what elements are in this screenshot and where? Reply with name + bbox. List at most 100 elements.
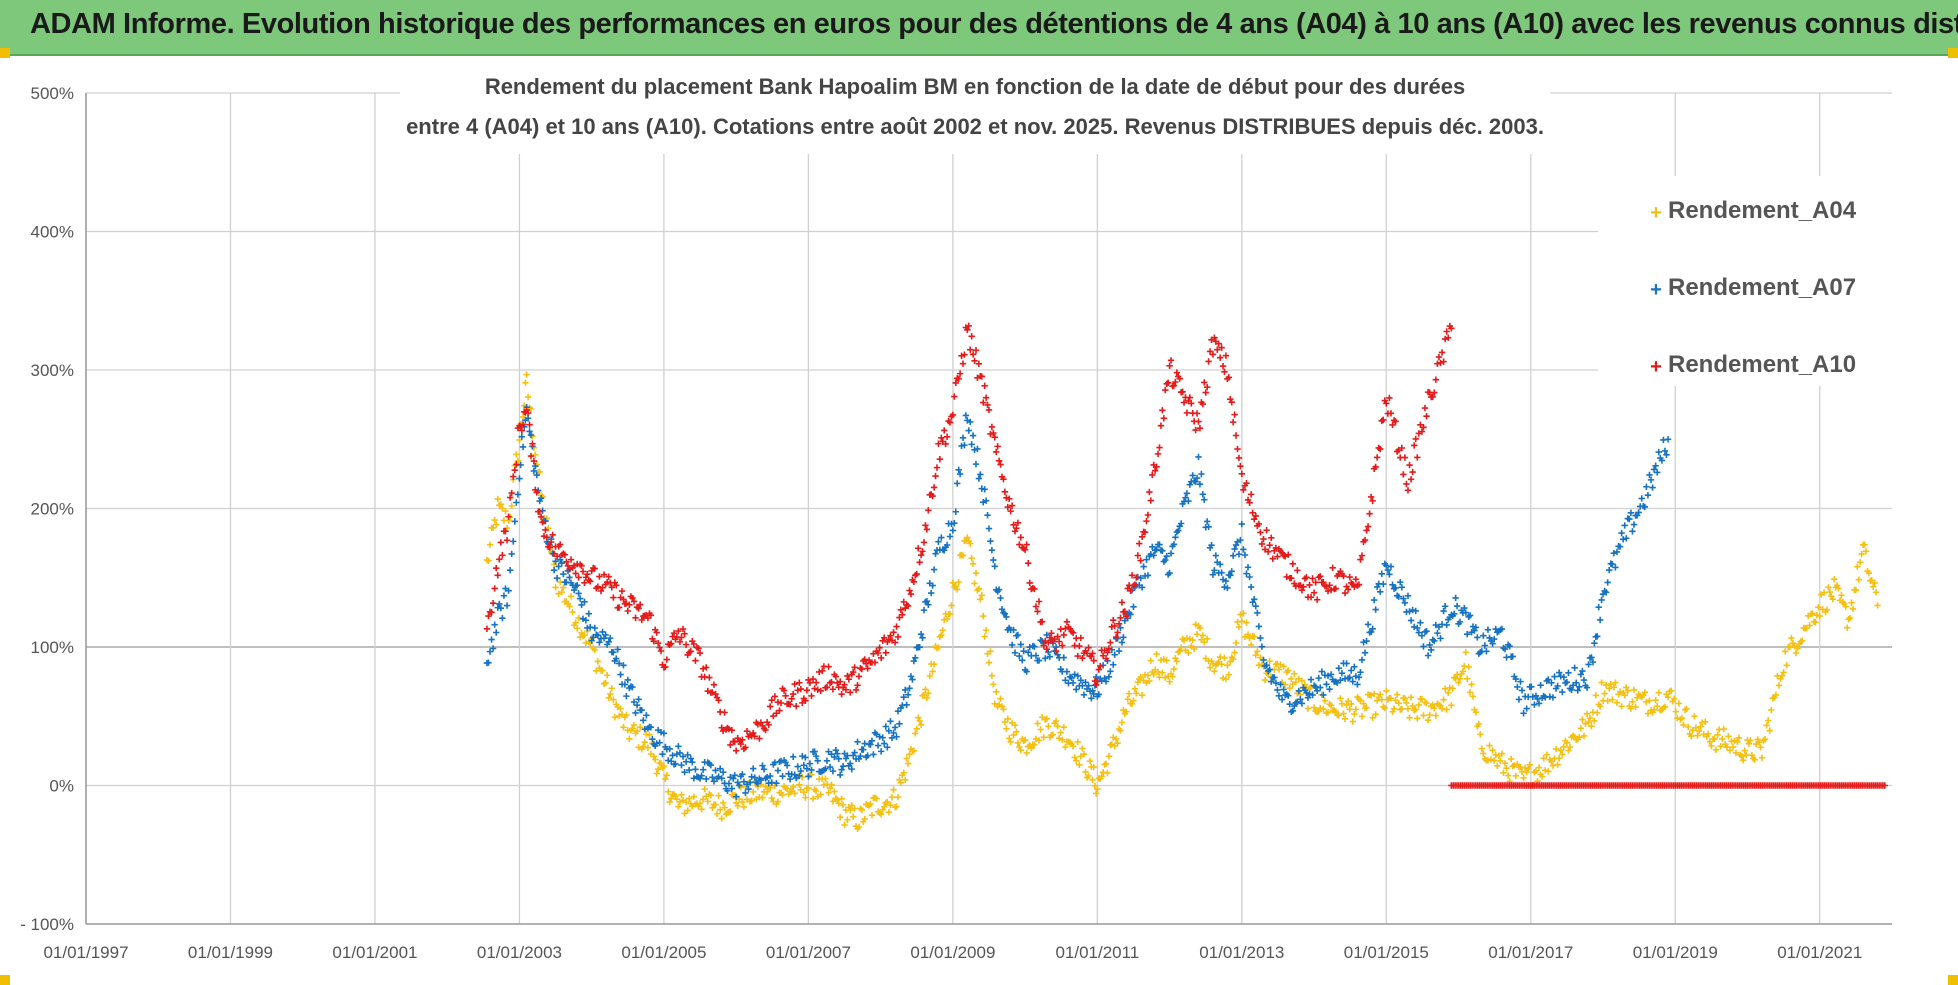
data-point-a10 bbox=[1320, 579, 1327, 586]
data-point-a04 bbox=[1154, 668, 1162, 676]
data-point-a07 bbox=[659, 750, 666, 758]
data-point-a04 bbox=[849, 813, 857, 820]
data-point-a07 bbox=[530, 467, 538, 475]
data-point-a04 bbox=[1783, 662, 1790, 669]
data-point-a10 bbox=[1014, 519, 1022, 527]
data-point-a10 bbox=[721, 709, 728, 716]
data-point-a10 bbox=[814, 686, 821, 693]
data-point-a07 bbox=[1483, 648, 1490, 655]
data-point-a04 bbox=[1484, 757, 1492, 764]
data-point-a04 bbox=[954, 586, 961, 593]
data-point-a07 bbox=[635, 696, 642, 703]
data-point-a07 bbox=[699, 766, 707, 773]
data-point-a10 bbox=[1400, 471, 1407, 478]
x-tick-label: 01/01/2019 bbox=[1633, 943, 1718, 962]
legend-label-a04: Rendement_A04 bbox=[1668, 197, 1857, 224]
data-point-a04 bbox=[1566, 743, 1574, 751]
data-point-a07 bbox=[1451, 610, 1458, 618]
data-point-a04 bbox=[681, 810, 688, 817]
data-point-a10 bbox=[762, 726, 769, 734]
data-point-a10 bbox=[1225, 374, 1233, 381]
data-point-a07 bbox=[1183, 490, 1191, 497]
data-point-a04 bbox=[1786, 643, 1794, 651]
data-point-a04 bbox=[608, 685, 616, 692]
data-point-a07 bbox=[1629, 528, 1636, 535]
data-point-a10 bbox=[1006, 495, 1013, 503]
data-point-a07 bbox=[1263, 661, 1270, 669]
legend-backdrop bbox=[1598, 176, 1908, 386]
data-point-a07 bbox=[633, 702, 641, 709]
data-point-a07 bbox=[1304, 694, 1312, 701]
data-point-a10 bbox=[1133, 574, 1140, 581]
data-point-a04 bbox=[1320, 705, 1327, 713]
data-point-a04 bbox=[663, 771, 671, 779]
data-point-a07 bbox=[1563, 678, 1571, 686]
data-point-a04 bbox=[888, 794, 896, 801]
data-point-a10 bbox=[727, 741, 734, 749]
data-point-a10 bbox=[923, 526, 931, 533]
data-point-a04 bbox=[1415, 701, 1423, 709]
data-point-a10 bbox=[1257, 529, 1264, 536]
data-point-a07 bbox=[814, 757, 821, 764]
data-point-a04 bbox=[1672, 708, 1679, 715]
data-point-a07 bbox=[1185, 497, 1192, 505]
data-point-a07 bbox=[689, 758, 696, 766]
data-point-a10 bbox=[1017, 534, 1024, 541]
data-point-a07 bbox=[508, 550, 515, 558]
data-point-a04 bbox=[690, 793, 698, 800]
data-point-a10 bbox=[516, 422, 523, 429]
data-point-a07 bbox=[857, 752, 864, 760]
data-point-a07 bbox=[959, 434, 967, 441]
data-point-a10 bbox=[1159, 407, 1166, 414]
data-point-a07 bbox=[1423, 628, 1430, 635]
data-point-a10 bbox=[676, 638, 684, 646]
data-point-a10 bbox=[871, 659, 879, 666]
data-point-a07 bbox=[1167, 550, 1175, 557]
data-point-a04 bbox=[1545, 768, 1552, 775]
data-point-a07 bbox=[575, 590, 582, 597]
data-point-a04 bbox=[923, 694, 931, 702]
data-point-a04 bbox=[1466, 689, 1474, 696]
data-point-a10 bbox=[751, 733, 758, 740]
data-point-a04 bbox=[572, 619, 579, 626]
data-point-a04 bbox=[1071, 754, 1078, 761]
data-point-a04 bbox=[1778, 672, 1786, 679]
data-point-a07 bbox=[822, 765, 829, 772]
data-point-a07 bbox=[719, 769, 727, 776]
data-point-a04 bbox=[1761, 736, 1769, 743]
data-point-a10 bbox=[1269, 555, 1276, 562]
data-point-a10 bbox=[1115, 620, 1123, 627]
data-point-a04 bbox=[767, 784, 774, 792]
data-point-a04 bbox=[1812, 619, 1819, 626]
data-point-a04 bbox=[1199, 632, 1207, 639]
data-point-a04 bbox=[1372, 711, 1379, 718]
data-point-a10 bbox=[1063, 618, 1071, 626]
data-point-a10 bbox=[1232, 432, 1240, 439]
data-point-a10 bbox=[1144, 511, 1152, 519]
data-point-a04 bbox=[1377, 691, 1384, 698]
data-point-a10 bbox=[1170, 382, 1178, 389]
data-point-a04 bbox=[1280, 663, 1287, 670]
data-point-a04 bbox=[971, 580, 978, 587]
legend-marker-a10: + bbox=[1650, 356, 1662, 378]
data-point-a04 bbox=[894, 794, 902, 801]
data-point-a07 bbox=[1506, 643, 1513, 650]
data-point-a10 bbox=[972, 347, 980, 354]
data-point-a04 bbox=[1487, 756, 1495, 763]
data-point-a04 bbox=[825, 789, 832, 796]
data-point-a07 bbox=[1035, 657, 1043, 664]
data-point-a04 bbox=[1114, 739, 1121, 747]
data-point-a04 bbox=[1678, 715, 1686, 722]
data-point-a10 bbox=[899, 611, 906, 618]
data-point-a07 bbox=[1275, 692, 1283, 699]
data-point-a04 bbox=[836, 814, 844, 821]
data-point-a04 bbox=[897, 779, 905, 786]
data-point-a07 bbox=[1138, 584, 1146, 591]
data-point-a04 bbox=[1401, 695, 1409, 702]
data-point-a04 bbox=[1607, 680, 1614, 688]
data-point-a07 bbox=[877, 748, 885, 755]
data-point-a04 bbox=[718, 815, 725, 822]
data-point-a07 bbox=[1649, 484, 1656, 491]
data-point-a04 bbox=[1438, 705, 1446, 712]
data-point-a04 bbox=[1623, 684, 1630, 691]
